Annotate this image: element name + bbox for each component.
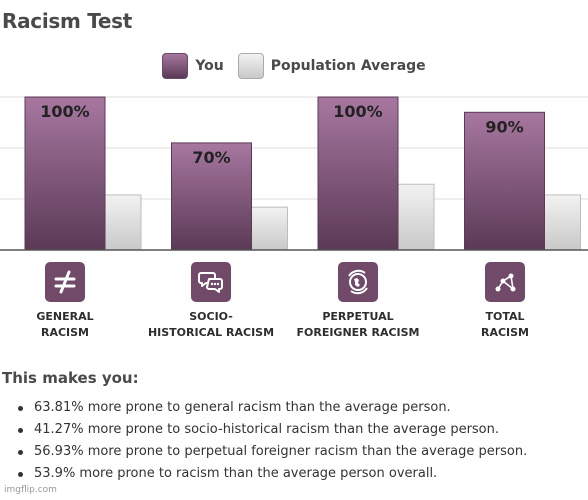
legend-swatch-you xyxy=(162,53,189,79)
bar-data-label: 70% xyxy=(192,148,230,167)
list-item: 56.93% more prone to perpetual foreigner… xyxy=(18,441,527,463)
summary-list: 63.81% more prone to general racism than… xyxy=(18,397,527,485)
category-label: GENERAL RACISM xyxy=(36,310,94,339)
bar-you xyxy=(464,111,545,251)
speech-bubbles-icon xyxy=(191,262,231,302)
bar-data-label: 100% xyxy=(40,102,89,121)
list-item: 63.81% more prone to general racism than… xyxy=(18,397,527,419)
category-label: TOTAL RACISM xyxy=(480,310,530,339)
bar-you xyxy=(317,96,399,251)
legend-label-you: You xyxy=(195,58,224,74)
category-label: SOCIO- HISTORICAL RACISM xyxy=(147,310,275,339)
bar-chart: 100% 70% 100% 90% xyxy=(0,96,588,251)
watermark: imgflip.com xyxy=(4,485,57,495)
page-title: Racism Test xyxy=(2,9,133,33)
legend-swatch-average xyxy=(237,53,264,79)
not-equal-icon xyxy=(45,262,85,302)
list-item: 53.9% more prone to racism than the aver… xyxy=(18,463,527,485)
category-general-racism: GENERAL RACISM xyxy=(0,262,130,341)
legend-item-average: Population Average xyxy=(237,53,426,79)
bar-you xyxy=(171,142,252,251)
category-perpetual-foreigner-racism: PERPETUAL FOREIGNER RACISM xyxy=(293,262,423,341)
legend-label-average: Population Average xyxy=(270,58,426,74)
bar-population-average xyxy=(544,194,581,251)
category-label: PERPETUAL FOREIGNER RACISM xyxy=(296,310,420,339)
bar-population-average xyxy=(251,206,288,251)
bar-you xyxy=(24,96,106,251)
graph-nodes-icon xyxy=(485,262,525,302)
legend-item-you: You xyxy=(162,53,224,79)
bar-population-average xyxy=(104,194,142,251)
bar-data-label: 90% xyxy=(485,117,523,136)
globe-icon xyxy=(338,262,378,302)
list-item: 41.27% more prone to socio-historical ra… xyxy=(18,419,527,441)
category-total-racism: TOTAL RACISM xyxy=(440,262,570,341)
summary-heading: This makes you: xyxy=(2,369,139,387)
bar-population-average xyxy=(397,183,435,251)
chart-legend: You Population Average xyxy=(0,53,588,79)
bar-data-label: 100% xyxy=(333,102,382,121)
category-socio-historical-racism: SOCIO- HISTORICAL RACISM xyxy=(146,262,276,341)
